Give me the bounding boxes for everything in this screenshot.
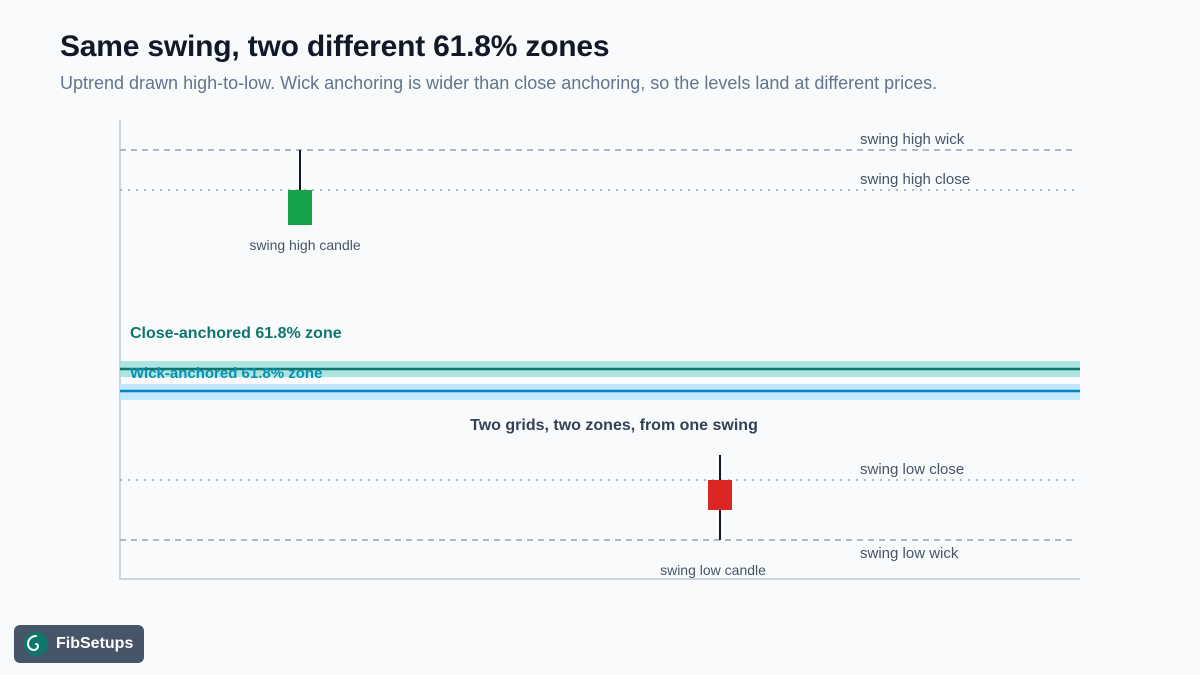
wick-anchored-zone-label: Wick-anchored 61.8% zone	[130, 365, 322, 382]
brand-badge: FibSetups	[14, 625, 144, 663]
swing-low-close-label: swing low close	[860, 461, 964, 478]
swing-low-candle-body	[708, 480, 732, 510]
swing-low-wick-label: swing low wick	[860, 545, 959, 562]
swing-high-candle-label: swing high candle	[249, 237, 361, 253]
swing-high-close-label: swing high close	[860, 171, 970, 188]
brand-name: FibSetups	[56, 635, 134, 652]
swing-low-candle-label: swing low candle	[660, 562, 766, 578]
spiral-logo-icon	[24, 632, 48, 656]
swing-high-wick-label: swing high wick	[860, 131, 965, 148]
close-anchored-zone-label: Close-anchored 61.8% zone	[130, 325, 342, 342]
diagram-caption: Two grids, two zones, from one swing	[470, 417, 758, 434]
page-subtitle: Uptrend drawn high-to-low. Wick anchorin…	[60, 73, 938, 93]
swing-high-candle-body	[288, 190, 312, 225]
page-title: Same swing, two different 61.8% zones	[60, 30, 610, 63]
